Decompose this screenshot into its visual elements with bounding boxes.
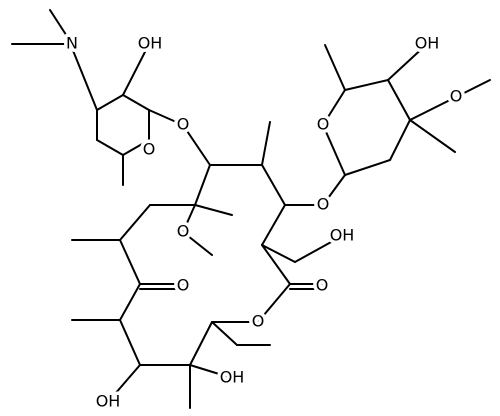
- bonds: [11, 9, 491, 409]
- atom-label: OH: [330, 226, 355, 245]
- atom-label: OH: [96, 392, 121, 411]
- atom-labels: N OH O O O OH O O OH O O O O OH OH: [63, 30, 466, 414]
- atom-label: O: [316, 276, 329, 295]
- atom-label: OH: [220, 368, 245, 387]
- atom-label: O: [317, 115, 330, 134]
- atom-label: O: [317, 195, 330, 214]
- atom-label: O: [177, 276, 190, 295]
- atom-label: O: [143, 140, 156, 159]
- atom-label: N: [66, 34, 78, 53]
- atom-label: OH: [138, 34, 163, 53]
- atom-label: O: [450, 87, 463, 106]
- atom-label: O: [252, 312, 265, 331]
- atom-label: O: [177, 222, 190, 241]
- atom-label: OH: [415, 34, 440, 53]
- atom-label: O: [177, 115, 190, 134]
